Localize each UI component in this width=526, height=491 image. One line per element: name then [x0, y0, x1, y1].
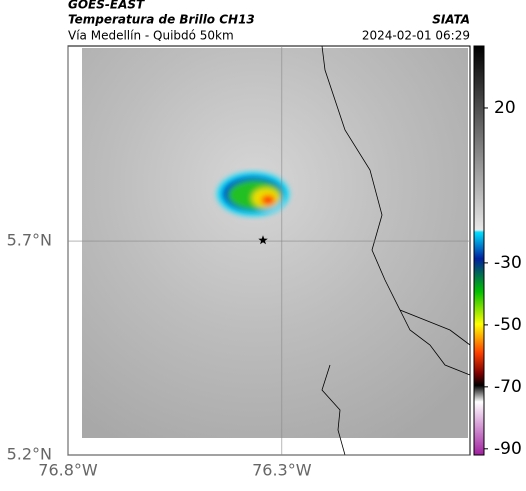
x-tick-label: 76.8°W: [38, 461, 98, 480]
colorbar-tick-label: -50: [494, 315, 522, 335]
y-tick-label: 5.7°N: [7, 231, 52, 250]
region: Vía Medellín - Quibdó 50km: [68, 29, 234, 43]
source: SIATA: [432, 13, 470, 27]
colorbar-tick-label: -90: [494, 439, 522, 459]
colorbar-tick-label: -70: [494, 377, 522, 397]
y-tick-label: 5.2°N: [7, 445, 52, 464]
datetime: 2024-02-01 06:29: [362, 29, 470, 43]
colorbar-tick-label: 20: [494, 98, 516, 118]
location-marker: [258, 235, 268, 245]
satellite: GOES-EAST: [68, 0, 145, 12]
cloud: [217, 172, 289, 216]
satellite-image: [82, 48, 468, 438]
colorbar-tick-label: -30: [494, 253, 522, 273]
x-tick-label: 76.3°W: [252, 461, 312, 480]
product: Temperatura de Brillo CH13: [68, 13, 255, 27]
colorbar: [473, 45, 485, 456]
boundary: [321, 45, 471, 456]
